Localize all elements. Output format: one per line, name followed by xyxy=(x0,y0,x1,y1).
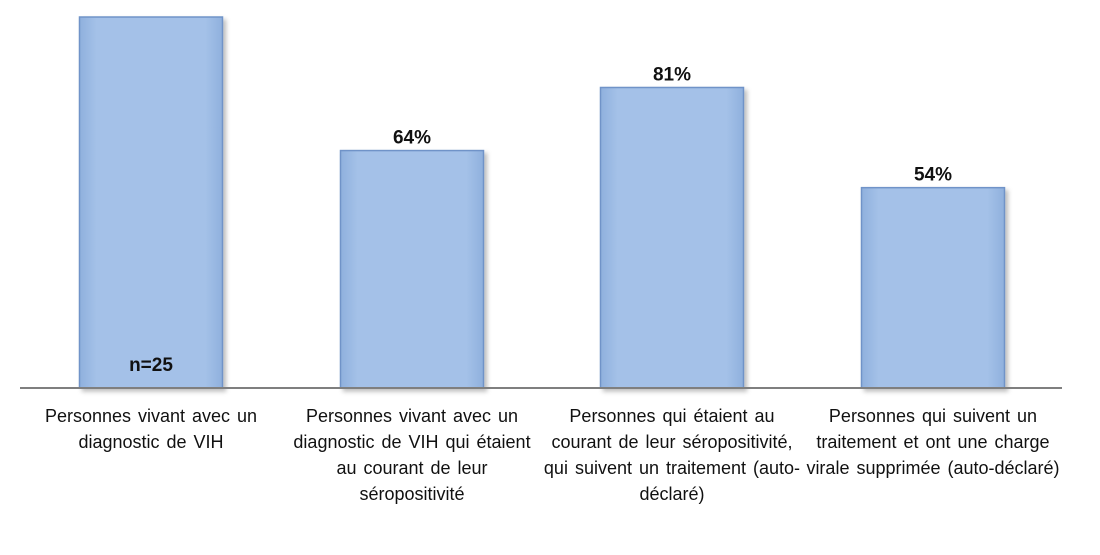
bar-4 xyxy=(860,186,1006,389)
bar-1 xyxy=(78,16,224,389)
category-label-4: Personnes qui suivent un traitement et o… xyxy=(806,406,1060,478)
bars-layer xyxy=(78,16,1006,389)
data-label-4: 54% xyxy=(914,165,952,186)
data-labels-layer: n=25 64% 81% 54% xyxy=(129,64,952,376)
data-label-1: n=25 xyxy=(129,355,173,376)
category-label-2: Personnes vivant avec un diagnostic de V… xyxy=(293,406,531,504)
category-label-3: Personnes qui étaient au courant de leur… xyxy=(543,406,801,504)
bar-2 xyxy=(339,149,485,389)
bar-3 xyxy=(599,86,745,389)
category-label-1: Personnes vivant avec un diagnostic de V… xyxy=(44,406,258,452)
data-label-3: 81% xyxy=(653,64,691,85)
data-label-2: 64% xyxy=(393,128,431,149)
